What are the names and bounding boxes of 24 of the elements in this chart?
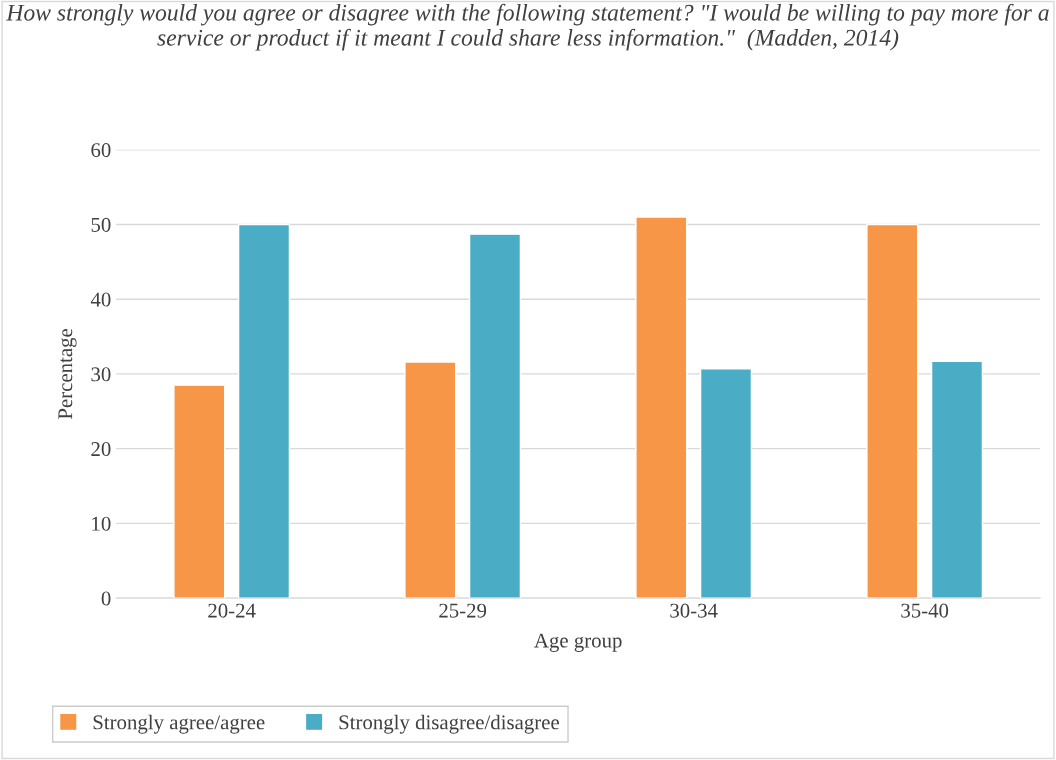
bar <box>866 223 919 599</box>
legend-label: Strongly disagree/disagree <box>339 714 559 734</box>
y-axis-title: Percentage <box>58 328 77 420</box>
bar <box>930 360 984 599</box>
bar <box>237 223 291 599</box>
y-tick-label: 20 <box>91 442 111 457</box>
x-tick-label: 20-24 <box>208 603 256 618</box>
x-axis-title: Age group <box>534 633 622 652</box>
y-tick-label: 10 <box>92 516 111 531</box>
bar <box>468 233 522 599</box>
chart-title: How strongly would you agree or disagree with the following statement? "I would be willing to pay more for a service or product if it meant I could share less information." (Madden, 2014) <box>6 3 1049 51</box>
y-tick-label: 60 <box>91 143 111 158</box>
x-tick-label: 35-40 <box>901 603 949 618</box>
bar <box>635 216 688 599</box>
x-tick-label: 25-29 <box>439 603 487 618</box>
x-tick-label: 30-34 <box>670 603 718 618</box>
bar <box>699 367 753 599</box>
y-tick-label: 0 <box>101 591 111 606</box>
bar <box>173 384 226 599</box>
y-tick-label: 40 <box>90 292 111 307</box>
y-tick-label: 30 <box>91 367 111 382</box>
legend-label: Strongly agree/agree <box>93 714 265 734</box>
bar <box>404 361 457 599</box>
y-tick-label: 50 <box>91 217 111 232</box>
